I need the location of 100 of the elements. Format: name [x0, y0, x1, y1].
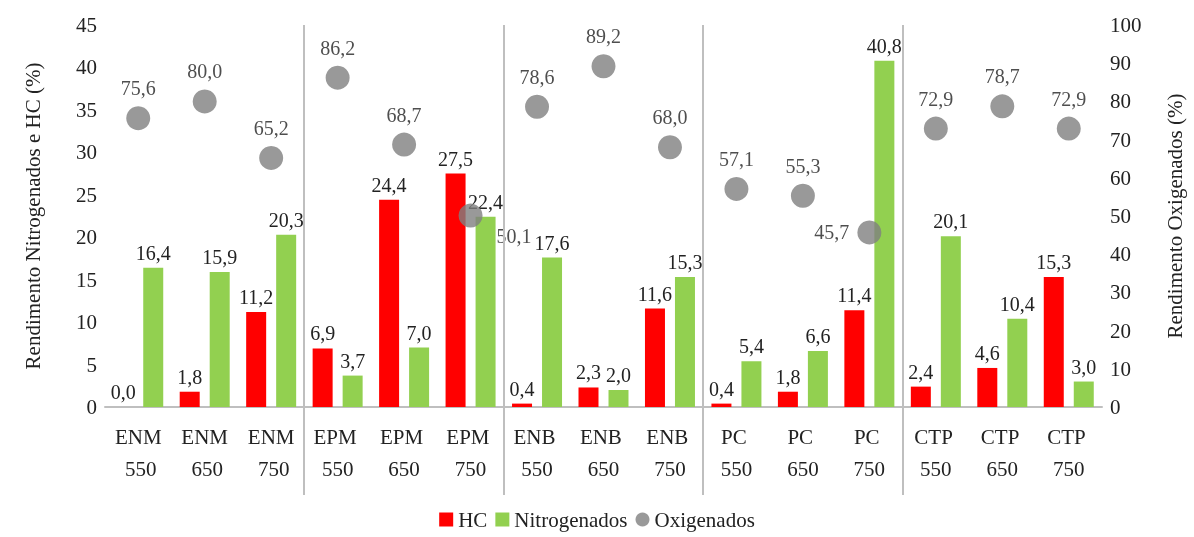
bar — [342, 375, 363, 407]
x-tick-label: CTP 650 — [980, 425, 1024, 481]
data-label: 17,6 — [534, 231, 570, 254]
data-label: 3,7 — [340, 349, 366, 372]
bar — [807, 350, 828, 407]
point — [192, 89, 217, 114]
y2-tick-label: 90 — [1110, 51, 1131, 76]
data-label: 2,3 — [576, 361, 601, 384]
bar — [445, 173, 466, 407]
data-label: 55,3 — [785, 154, 821, 177]
y2-tick-label: 10 — [1110, 356, 1131, 381]
bar — [246, 311, 267, 407]
point — [392, 132, 417, 157]
y-tick-label: 0 — [86, 395, 97, 419]
data-label: 11,2 — [239, 285, 274, 308]
point — [790, 183, 815, 208]
data-label: 78,6 — [519, 65, 555, 88]
data-label: 22,4 — [468, 190, 504, 213]
data-label: 16,4 — [135, 241, 171, 264]
point — [591, 54, 616, 79]
bar — [1043, 277, 1064, 407]
bar — [644, 308, 665, 407]
point — [325, 65, 350, 90]
data-label: 68,7 — [386, 103, 422, 126]
data-label: 10,4 — [999, 292, 1035, 315]
data-label: 45,7 — [814, 221, 850, 244]
y-tick-label: 5 — [86, 352, 97, 377]
x-tick-label: ENB 550 — [513, 425, 561, 481]
data-label: 1,8 — [177, 365, 203, 388]
data-label: 20,1 — [933, 210, 969, 233]
y2-tick-label: 60 — [1110, 165, 1131, 190]
x-tick-label: PC 550 — [720, 425, 753, 481]
bar — [578, 387, 599, 407]
data-label: 6,6 — [805, 324, 831, 347]
data-label: 78,7 — [984, 65, 1020, 88]
bar — [143, 267, 164, 407]
y2-tick-label: 0 — [1110, 395, 1121, 419]
point — [923, 116, 948, 141]
x-tick-label: PC 750 — [853, 425, 886, 481]
point — [1056, 116, 1081, 141]
x-tick-label: EPM 650 — [379, 425, 429, 481]
data-label: 0,4 — [708, 377, 734, 400]
data-label: 15,3 — [667, 251, 703, 274]
bar — [542, 257, 563, 407]
bar — [777, 391, 798, 407]
x-tick-label: ENB 750 — [646, 425, 694, 481]
bar — [409, 347, 430, 407]
bar — [276, 234, 297, 407]
y-tick-label: 45 — [76, 13, 97, 37]
point — [857, 220, 882, 245]
y2-tick-label: 20 — [1110, 318, 1131, 343]
x-tick-label: PC 650 — [787, 425, 819, 481]
legend-label: HC — [458, 507, 488, 532]
x-tick-label: ENM 550 — [114, 425, 162, 481]
data-label: 40,8 — [866, 34, 902, 57]
data-label: 7,0 — [406, 321, 432, 344]
x-tick-label: ENB 650 — [579, 425, 628, 481]
data-label: 0,0 — [110, 381, 136, 403]
data-label: 2,4 — [908, 360, 934, 383]
bar — [741, 361, 762, 407]
data-label: 11,4 — [837, 284, 872, 307]
data-label: 80,0 — [187, 60, 223, 83]
point — [724, 176, 749, 201]
data-label: 68,0 — [652, 106, 688, 129]
bar — [475, 216, 496, 407]
bar — [874, 60, 895, 407]
y-axis-title: Rendimento Nitrogenados e HC (%) — [20, 62, 45, 370]
bar — [179, 391, 200, 407]
legend-label: Oxigenados — [654, 507, 755, 532]
y-tick-label: 10 — [76, 310, 97, 335]
y2-tick-label: 40 — [1110, 242, 1131, 267]
point — [259, 145, 284, 170]
point — [525, 94, 550, 119]
x-tick-label: CTP 750 — [1047, 425, 1091, 481]
y-tick-label: 35 — [76, 97, 97, 122]
data-label: 57,1 — [718, 147, 754, 170]
data-label: 11,6 — [637, 282, 673, 305]
bar — [1007, 318, 1028, 407]
point — [657, 135, 682, 160]
data-label: 89,2 — [586, 25, 621, 48]
data-label: 24,4 — [371, 173, 407, 196]
y2-axis-title: Rendimento Oxigenados (%) — [1162, 93, 1187, 339]
data-label: 6,9 — [310, 322, 336, 345]
bar — [1073, 381, 1094, 407]
point — [126, 106, 151, 131]
bar — [379, 199, 400, 407]
y2-tick-label: 70 — [1110, 127, 1131, 152]
data-label: 15,3 — [1036, 251, 1072, 274]
y2-tick-label: 80 — [1110, 89, 1131, 114]
y-tick-label: 30 — [76, 140, 97, 165]
data-label: 65,2 — [253, 116, 289, 139]
y2-tick-label: 50 — [1110, 204, 1131, 228]
bar — [910, 386, 931, 407]
bar — [209, 272, 230, 407]
y-tick-label: 40 — [76, 55, 97, 80]
point — [990, 94, 1015, 119]
data-label: 86,2 — [320, 36, 356, 59]
y2-tick-label: 100 — [1110, 13, 1142, 37]
data-label: 27,5 — [438, 147, 474, 170]
x-tick-label: ENM 750 — [247, 425, 295, 481]
